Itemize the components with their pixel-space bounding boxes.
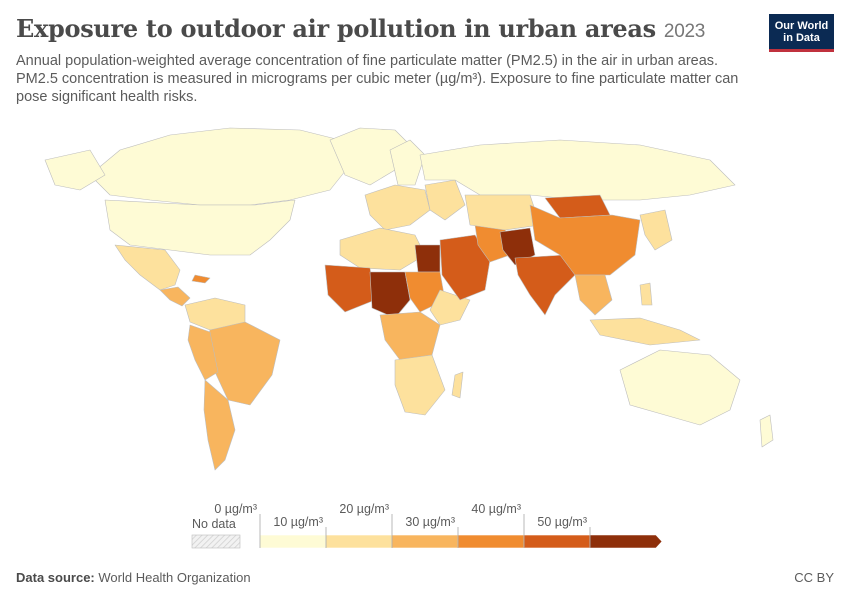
region-argentina-chile[interactable] [203,379,236,471]
region-middle-east[interactable] [439,234,491,301]
region-sahel[interactable] [369,271,411,319]
region-mongolia[interactable] [544,194,611,219]
region-southeast-asia[interactable] [574,274,613,316]
legend-tick-label-3: 30 µg/m³ [405,515,455,529]
legend-no-data-label: No data [192,517,236,531]
legend-bin-5[interactable] [589,534,663,549]
title-text: Exposure to outdoor air pollution in urb… [16,14,656,43]
map-legend: No data 0 µg/m³ 10 µg/m³ 20 µg/m³ 30 µg/m³ 4… [191,502,663,549]
legend-no-data-swatch [191,534,241,549]
region-korea-japan[interactable] [639,209,673,251]
world-map[interactable] [0,120,850,500]
region-canada[interactable] [89,127,351,206]
region-central-america[interactable] [159,286,191,307]
region-southern-africa[interactable] [394,354,446,416]
region-caribbean[interactable] [191,274,211,284]
region-philippines[interactable] [639,282,653,306]
footer-license[interactable]: CC BY [794,570,834,585]
region-north-africa[interactable] [339,227,426,271]
region-russia[interactable] [419,139,736,201]
region-china[interactable] [529,204,641,276]
legend-tick-label-0: 0 µg/m³ [214,502,257,516]
legend-bins [259,534,663,549]
legend-tick-label-4: 40 µg/m³ [471,502,521,516]
region-india[interactable] [514,254,576,316]
legend-bin-4[interactable] [523,534,591,549]
region-australia[interactable] [619,349,741,426]
region-mexico[interactable] [114,244,181,291]
logo-line-1: Our World [774,20,829,32]
region-western-europe[interactable] [364,184,431,231]
region-alaska[interactable] [44,149,106,191]
region-egypt[interactable] [414,244,441,273]
region-new-zealand[interactable] [759,414,774,448]
region-central-africa[interactable] [379,311,441,361]
legend-bin-1[interactable] [325,534,393,549]
region-indonesia[interactable] [589,317,701,346]
legend-bin-3[interactable] [457,534,525,549]
logo-line-2: in Data [783,32,820,44]
legend-bin-0[interactable] [259,534,327,549]
owid-logo[interactable]: Our World in Data [769,14,834,52]
region-scandinavia[interactable] [389,139,426,186]
region-usa[interactable] [104,199,296,256]
region-central-asia[interactable] [464,194,541,231]
region-eastern-europe[interactable] [424,179,466,221]
region-west-africa[interactable] [324,264,376,313]
chart-subtitle: Annual population-weighted average conce… [16,53,739,105]
footer-source-label: Data source: [16,570,95,585]
region-madagascar[interactable] [451,371,464,399]
chart-title: Exposure to outdoor air pollution in urb… [16,14,705,43]
footer-source-value[interactable]: World Health Organization [98,570,251,585]
footer-source: Data source: World Health Organization [16,570,251,585]
legend-tick-label-5: 50 µg/m³ [537,515,587,529]
legend-bin-2[interactable] [391,534,459,549]
legend-ticks: 0 µg/m³ 10 µg/m³ 20 µg/m³ 30 µg/m³ 40 µg/m³ 5… [214,502,591,548]
legend-tick-label-1: 10 µg/m³ [273,515,323,529]
legend-tick-label-2: 20 µg/m³ [339,502,389,516]
title-year: 2023 [663,21,705,42]
